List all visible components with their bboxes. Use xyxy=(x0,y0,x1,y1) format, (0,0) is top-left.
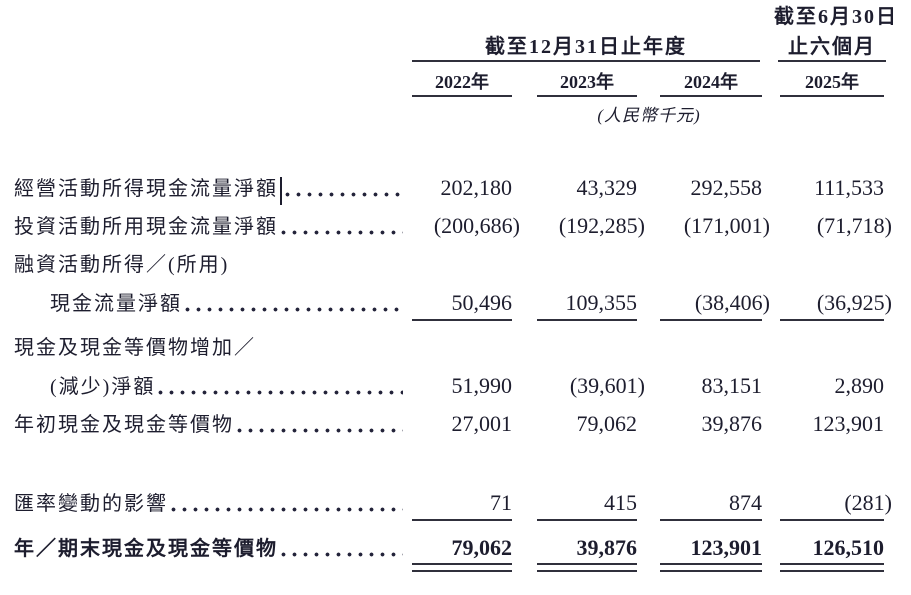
value-cell: 83,151 xyxy=(701,373,763,398)
table-row: 現金流量淨額 50,496 109,355 (38,406) (36,925) xyxy=(14,291,892,321)
value-cell: 50,496 xyxy=(412,291,512,321)
table-row: 經營活動所得現金流量淨額 202,180 43,329 292,558 111,… xyxy=(14,175,886,205)
value-cell: 415 xyxy=(537,491,637,521)
table-row: 匯率變動的影響 71 415 874 (281) xyxy=(14,491,892,521)
value-cell: 109,355 xyxy=(537,291,637,321)
value-cell: 126,510 xyxy=(780,536,884,572)
row-label-text: 現金及現金等價物增加／ xyxy=(14,337,256,359)
value-cell: 71 xyxy=(412,491,512,521)
year-column-header: 2025年 xyxy=(805,72,859,92)
row-label-text: 融資活動所得／(所用) xyxy=(14,254,230,276)
cash-flow-table: 截至6月30日 止六個月 截至12月31日止年度 2022年 2023年 202… xyxy=(14,0,896,595)
row-label-text: 年／期末現金及現金等價物 xyxy=(14,538,278,560)
value-cell: 79,062 xyxy=(576,411,638,436)
text-cursor xyxy=(280,177,282,205)
row-label-text: 匯率變動的影響 xyxy=(14,493,168,515)
row-label: 經營活動所得現金流量淨額 xyxy=(14,177,412,205)
table-row: (減少)淨額 51,990 (39,601) 83,151 2,890 xyxy=(14,374,886,399)
value-cell: (281) xyxy=(780,491,892,521)
dot-leader xyxy=(285,192,403,198)
row-label-text: 經營活動所得現金流量淨額 xyxy=(14,178,278,200)
row-label-text: 投資活動所用現金流量淨額 xyxy=(14,216,278,238)
value-cell: 123,901 xyxy=(660,536,762,572)
value-cell: 111,533 xyxy=(814,175,884,200)
value-cell: (36,925) xyxy=(780,291,892,321)
table-row: 現金及現金等價物增加／ xyxy=(14,336,886,360)
row-label: (減少)淨額 xyxy=(14,375,412,399)
value-cell: 43,329 xyxy=(576,175,638,200)
value-cell: 39,876 xyxy=(537,536,637,572)
value-cell: 2,890 xyxy=(834,373,885,398)
value-cell: (39,601) xyxy=(569,373,645,398)
value-cell: 292,558 xyxy=(690,175,763,200)
value-cell: 874 xyxy=(660,491,762,521)
value-cell: (171,001) xyxy=(683,213,770,238)
currency-unit-note: (人民幣千元) xyxy=(597,106,701,125)
dot-leader xyxy=(171,507,403,513)
value-cell: 202,180 xyxy=(440,175,513,200)
row-label-text: 現金流量淨額 xyxy=(50,293,182,315)
year-underline xyxy=(780,95,884,97)
row-label: 年／期末現金及現金等價物 xyxy=(14,537,412,561)
dot-leader xyxy=(185,307,403,313)
year-column-header: 2024年 xyxy=(684,72,738,92)
value-cell: 27,001 xyxy=(451,411,513,436)
value-cell: (200,686) xyxy=(433,213,520,238)
annual-period-rule xyxy=(412,60,760,62)
row-label-text: 年初現金及現金等價物 xyxy=(14,414,234,436)
table-row: 年初現金及現金等價物 27,001 79,062 39,876 123,901 xyxy=(14,412,886,437)
year-underline xyxy=(412,95,512,97)
value-cell: 79,062 xyxy=(412,536,512,572)
dot-leader xyxy=(281,230,403,236)
row-label-text: (減少)淨額 xyxy=(50,376,156,398)
value-cell: (38,406) xyxy=(660,291,770,321)
year-column-header: 2022年 xyxy=(435,72,489,92)
row-label: 融資活動所得／(所用) xyxy=(14,253,412,277)
year-underline xyxy=(660,95,762,97)
value-cell: (192,285) xyxy=(558,213,645,238)
row-label: 現金及現金等價物增加／ xyxy=(14,336,412,360)
dot-leader xyxy=(281,552,403,558)
dot-leader xyxy=(158,390,403,396)
interim-period-rule xyxy=(778,60,886,62)
table-row-total: 年／期末現金及現金等價物 79,062 39,876 123,901 126,5… xyxy=(14,536,886,572)
value-cell: 51,990 xyxy=(451,373,513,398)
value-cell: 39,876 xyxy=(701,411,763,436)
row-label: 年初現金及現金等價物 xyxy=(14,413,412,437)
value-cell: 123,901 xyxy=(812,411,885,436)
row-label: 匯率變動的影響 xyxy=(14,492,412,516)
table-row: 融資活動所得／(所用) xyxy=(14,253,886,277)
row-label: 現金流量淨額 xyxy=(14,292,412,316)
header-interim-period-line1: 截至6月30日 xyxy=(774,6,898,28)
year-column-header: 2023年 xyxy=(560,72,614,92)
header-interim-period-line2: 止六個月 xyxy=(788,36,876,58)
year-underline xyxy=(537,95,637,97)
dot-leader xyxy=(237,428,403,434)
header-annual-period: 截至12月31日止年度 xyxy=(485,36,687,58)
row-label: 投資活動所用現金流量淨額 xyxy=(14,215,412,239)
table-row: 投資活動所用現金流量淨額 (200,686) (192,285) (171,00… xyxy=(14,213,892,239)
value-cell: (71,718) xyxy=(816,213,892,238)
